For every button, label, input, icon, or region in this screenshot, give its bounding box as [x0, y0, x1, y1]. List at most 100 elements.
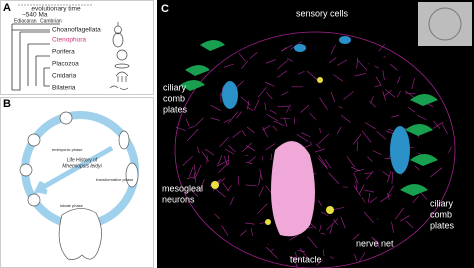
nerve-fiber — [238, 53, 246, 62]
nerve-fiber — [195, 117, 204, 127]
nerve-fiber — [193, 164, 196, 175]
nerve-fiber — [273, 120, 285, 126]
nerve-fiber — [371, 236, 378, 243]
nerve-fiber — [281, 91, 289, 96]
nerve-fiber — [277, 59, 288, 70]
nerve-fiber — [354, 73, 366, 77]
nerve-fiber — [316, 259, 324, 266]
nerve-fiber — [376, 131, 387, 140]
nerve-fiber — [355, 180, 358, 191]
nerve-fiber — [240, 229, 247, 236]
nerve-fiber — [210, 105, 221, 111]
nerve-fiber — [287, 57, 293, 62]
nerve-fiber — [210, 117, 220, 121]
nerve-fiber — [241, 60, 248, 70]
taxon: Choanoflagellata — [52, 27, 101, 34]
taxon: Cnidaria — [52, 73, 77, 80]
nerve-fiber — [188, 166, 194, 178]
nerve-fiber — [377, 241, 380, 249]
nerve-fiber — [364, 189, 374, 193]
nerve-fiber — [259, 168, 263, 181]
annotation: nerve net — [356, 238, 394, 248]
nerve-fiber — [214, 187, 226, 198]
nerve-fiber — [221, 225, 229, 236]
annotation: plates — [430, 220, 455, 230]
nerve-fiber — [272, 125, 278, 131]
cycle-title: Life History of — [67, 157, 98, 163]
nerve-fiber — [363, 211, 374, 223]
nerve-fiber — [300, 104, 310, 113]
nerve-fiber — [186, 128, 199, 142]
nerve-fiber — [432, 121, 444, 129]
nerve-fiber — [352, 233, 360, 240]
nerve-fiber — [228, 145, 236, 153]
panel-frame — [0, 0, 154, 95]
nerve-fiber — [198, 187, 201, 189]
nerve-fiber — [244, 222, 255, 225]
nerve-fiber — [249, 52, 258, 59]
nerve-fiber — [433, 120, 441, 129]
nerve-fiber — [391, 221, 394, 233]
nerve-fiber — [383, 89, 393, 97]
nerve-fiber — [246, 126, 255, 134]
panel-b: B Life History of Mnemiopsis leidyi embr… — [0, 97, 154, 268]
panel-label: C — [161, 3, 169, 15]
nerve-fiber — [351, 166, 360, 172]
nerve-fiber — [284, 117, 288, 127]
nerve-fiber — [332, 207, 345, 211]
nerve-fiber — [405, 220, 414, 229]
nerve-fiber — [227, 111, 239, 124]
nerve-fiber — [286, 104, 291, 113]
nerve-fiber — [328, 172, 340, 185]
nerve-fiber — [193, 177, 196, 179]
nerve-fiber — [353, 172, 359, 184]
time-label: evolutionary time — [31, 6, 81, 13]
nerve-fiber — [175, 126, 187, 132]
nerve-fiber — [232, 130, 241, 138]
nerve-fiber — [265, 246, 279, 259]
annotation: plates — [163, 104, 188, 114]
nerve-fiber — [384, 89, 396, 98]
nerve-fiber — [227, 185, 232, 191]
nerve-fiber — [230, 197, 234, 206]
annotation: ciliary — [163, 82, 187, 92]
nerve-fiber — [346, 156, 355, 168]
nerve-fiber — [372, 150, 382, 155]
panel-c: C sensory cells ciliary comb plates meso… — [157, 0, 474, 268]
nerve-fiber — [391, 115, 400, 118]
nerve-fiber — [365, 122, 376, 130]
nerve-fiber — [448, 146, 452, 153]
nerve-fiber — [354, 169, 365, 172]
nerve-fiber — [318, 155, 328, 168]
phase: transformative phase — [96, 177, 134, 182]
nerve-fiber — [222, 182, 230, 192]
nerve-fiber — [182, 156, 193, 166]
nerve-fiber — [387, 185, 394, 197]
inset-animal — [428, 7, 462, 41]
nerve-fiber — [257, 203, 268, 215]
age: ~540 Ma — [22, 12, 48, 19]
nerve-fiber — [186, 176, 197, 180]
nerve-fiber — [241, 129, 246, 137]
nerve-fiber — [336, 126, 342, 135]
nerve-fiber — [301, 132, 311, 138]
nerve-fiber — [214, 213, 221, 220]
nerve-fiber — [277, 105, 290, 108]
nerve-fiber — [245, 184, 258, 187]
phylogeny — [11, 23, 60, 91]
cycle-title: Mnemiopsis leidyi — [62, 163, 102, 169]
nerve-fiber — [245, 161, 253, 165]
nerve-fiber — [223, 155, 228, 165]
nerve-fiber — [367, 156, 373, 162]
nerve-fiber — [237, 175, 240, 186]
nerve-fiber — [382, 70, 385, 81]
nerve-fiber — [326, 218, 339, 231]
nerve-fiber — [333, 74, 344, 82]
nerve-fiber — [367, 193, 371, 203]
nerve-fiber — [391, 171, 394, 184]
nerve-fiber — [296, 133, 309, 143]
nerve-fiber — [338, 105, 343, 109]
nerve-fiber — [359, 184, 365, 194]
annotation: ciliary — [430, 198, 454, 208]
nerve-fiber — [317, 157, 328, 170]
